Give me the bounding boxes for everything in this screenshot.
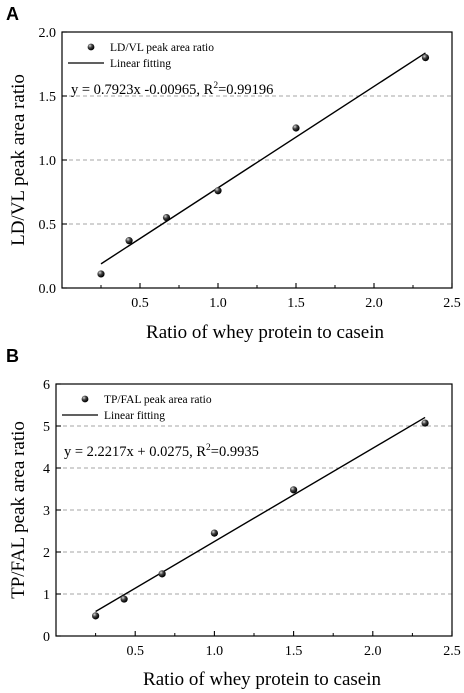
panel-label: A: [6, 4, 19, 24]
data-point: [97, 270, 105, 278]
legend-line-label: Linear fitting: [104, 410, 165, 422]
data-point: [292, 124, 300, 132]
y-tick-label: 0.5: [39, 218, 57, 233]
data-point: [92, 612, 100, 620]
data-point: [158, 570, 166, 578]
y-tick-label: 6: [43, 378, 50, 393]
y-tick-label: 5: [43, 420, 50, 435]
y-tick-label: 1.5: [39, 90, 57, 105]
x-tick-label: 2.0: [364, 644, 382, 659]
chart-panel-a: A 0.0 0.5 1.0 1.5 2.0 0.5 1.0 1.5 2.0 2.5 Ratio of …: [6, 4, 461, 343]
x-tick-label: 2.5: [443, 296, 461, 311]
equation-main: y = 0.7923x -0.00965, R: [71, 82, 214, 98]
chart-panel-b: B 0 1 2 3 4 5 6 0.5 1.0 1.5 2.0 2.5 Ratio of whey pro…: [6, 346, 461, 690]
data-point: [162, 214, 171, 222]
x-axis-title: Ratio of whey protein to casein: [146, 322, 384, 343]
x-tick-label: 1.0: [206, 644, 224, 659]
fit-line: [95, 416, 426, 613]
y-tick-label: 1: [43, 588, 50, 603]
data-point: [210, 529, 218, 537]
data-point: [120, 595, 128, 603]
y-tick-label: 0: [43, 630, 50, 645]
y-axis-title: LD/VL peak area ratio: [8, 74, 29, 246]
y-tick-label: 2: [43, 546, 50, 561]
x-tick-label: 1.0: [209, 296, 227, 311]
data-point: [290, 486, 298, 494]
y-tick-label: 4: [43, 462, 50, 477]
fit-line: [100, 52, 426, 265]
legend-marker: [87, 43, 95, 51]
x-axis-title: Ratio of whey protein to casein: [143, 669, 381, 690]
data-point: [421, 54, 430, 62]
y-tick-label: 0.0: [39, 282, 57, 297]
equation-rest: =0.9935: [211, 444, 259, 460]
y-tick-label: 1.0: [39, 154, 57, 169]
x-tick-label: 2.0: [365, 296, 383, 311]
data-point: [125, 237, 133, 245]
legend-points-label: LD/VL peak area ratio: [110, 42, 214, 54]
fit-equation: y = 2.2217x + 0.0275, R2=0.9935: [64, 443, 259, 460]
x-tick-label: 2.5: [443, 644, 461, 659]
equation-main: y = 2.2217x + 0.0275, R: [64, 444, 206, 460]
data-point: [214, 187, 222, 195]
fit-equation: y = 0.7923x -0.00965, R2=0.99196: [71, 81, 273, 98]
panel-label: B: [6, 346, 19, 366]
legend-line-label: Linear fitting: [110, 58, 171, 70]
data-point: [421, 419, 429, 427]
legend-points-label: TP/FAL peak area ratio: [104, 394, 212, 406]
equation-superscript: 2: [213, 81, 218, 91]
legend-marker: [81, 395, 89, 403]
x-tick-label: 0.5: [131, 296, 149, 311]
equation-superscript: 2: [206, 443, 211, 453]
x-tick-label: 1.5: [285, 644, 303, 659]
equation-rest: =0.99196: [218, 82, 273, 98]
x-tick-label: 0.5: [126, 644, 144, 659]
y-tick-label: 2.0: [39, 26, 57, 41]
y-tick-label: 3: [43, 504, 50, 519]
x-tick-label: 1.5: [287, 296, 305, 311]
y-axis-title: TP/FAL peak area ratio: [8, 421, 29, 599]
